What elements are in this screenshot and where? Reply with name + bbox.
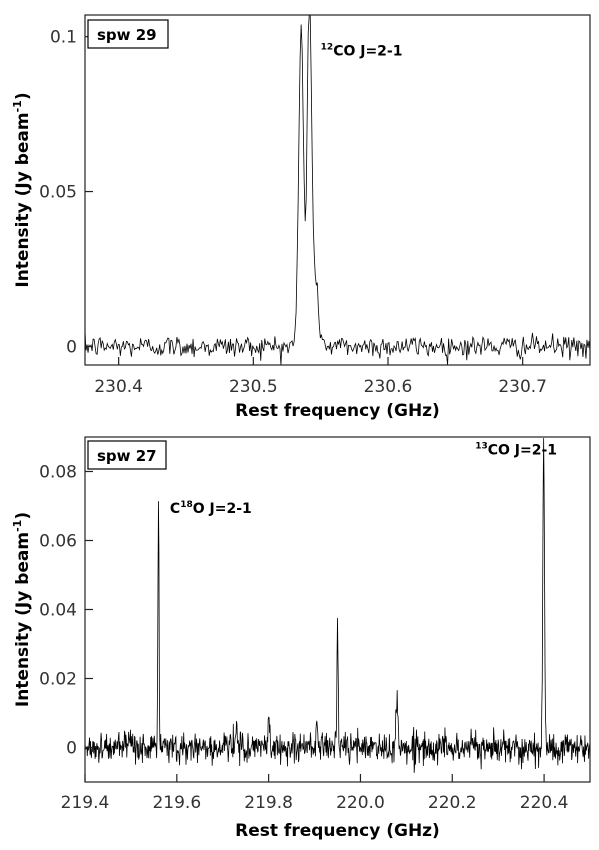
y-tick-label: 0.06 [39, 532, 77, 552]
panel-label-box [87, 19, 169, 49]
x-tick-label: 230.5 [229, 377, 278, 397]
y-tick-label: 0.08 [39, 463, 77, 483]
x-tick-label: 219.4 [61, 793, 110, 813]
line-annotation: 13CO J=2-1 [475, 441, 557, 458]
x-tick-label: 230.6 [364, 377, 413, 397]
panel-label-box [87, 440, 167, 470]
spectrum-panel-spw27: 0 0.02 0.04 0.06 0.08 219.4 219.6 219.8 220.0 220… [11, 436, 591, 841]
spectrum-panel-spw29: 0 0.05 0.1 230.4 230.5 230.6 230.7 Rest frequen… [11, 14, 591, 421]
x-tick-label: 220.4 [520, 793, 569, 813]
plot-frame [84, 14, 591, 366]
y-tick-label: 0.04 [39, 601, 77, 621]
plot-frame [84, 436, 591, 783]
panel-label: spw 27 [97, 447, 157, 465]
spectrum-line [84, 14, 591, 366]
y-axis-label: Intensity (Jy beam-1) [11, 512, 33, 707]
x-tick-label: 230.4 [94, 377, 143, 397]
x-tick-label: 220.2 [428, 793, 477, 813]
x-tick-label: 230.7 [498, 377, 547, 397]
spectrum-line [84, 438, 591, 773]
panel-label: spw 29 [97, 26, 157, 44]
x-tick-label: 219.6 [152, 793, 201, 813]
x-tick-label: 220.0 [336, 793, 385, 813]
x-axis-label: Rest frequency (GHz) [235, 821, 440, 841]
y-tick-label: 0.02 [39, 670, 77, 690]
x-tick-label: 219.8 [244, 793, 293, 813]
y-tick-label: 0 [66, 337, 77, 357]
y-tick-label: 0 [66, 739, 77, 759]
line-annotation: 12CO J=2-1 [321, 42, 403, 59]
x-axis-label: Rest frequency (GHz) [235, 401, 440, 421]
y-axis-label: Intensity (Jy beam-1) [11, 92, 33, 287]
y-tick-label: 0.05 [39, 183, 77, 203]
line-annotation: C18O J=2-1 [170, 500, 252, 517]
y-tick-label: 0.1 [50, 28, 77, 48]
